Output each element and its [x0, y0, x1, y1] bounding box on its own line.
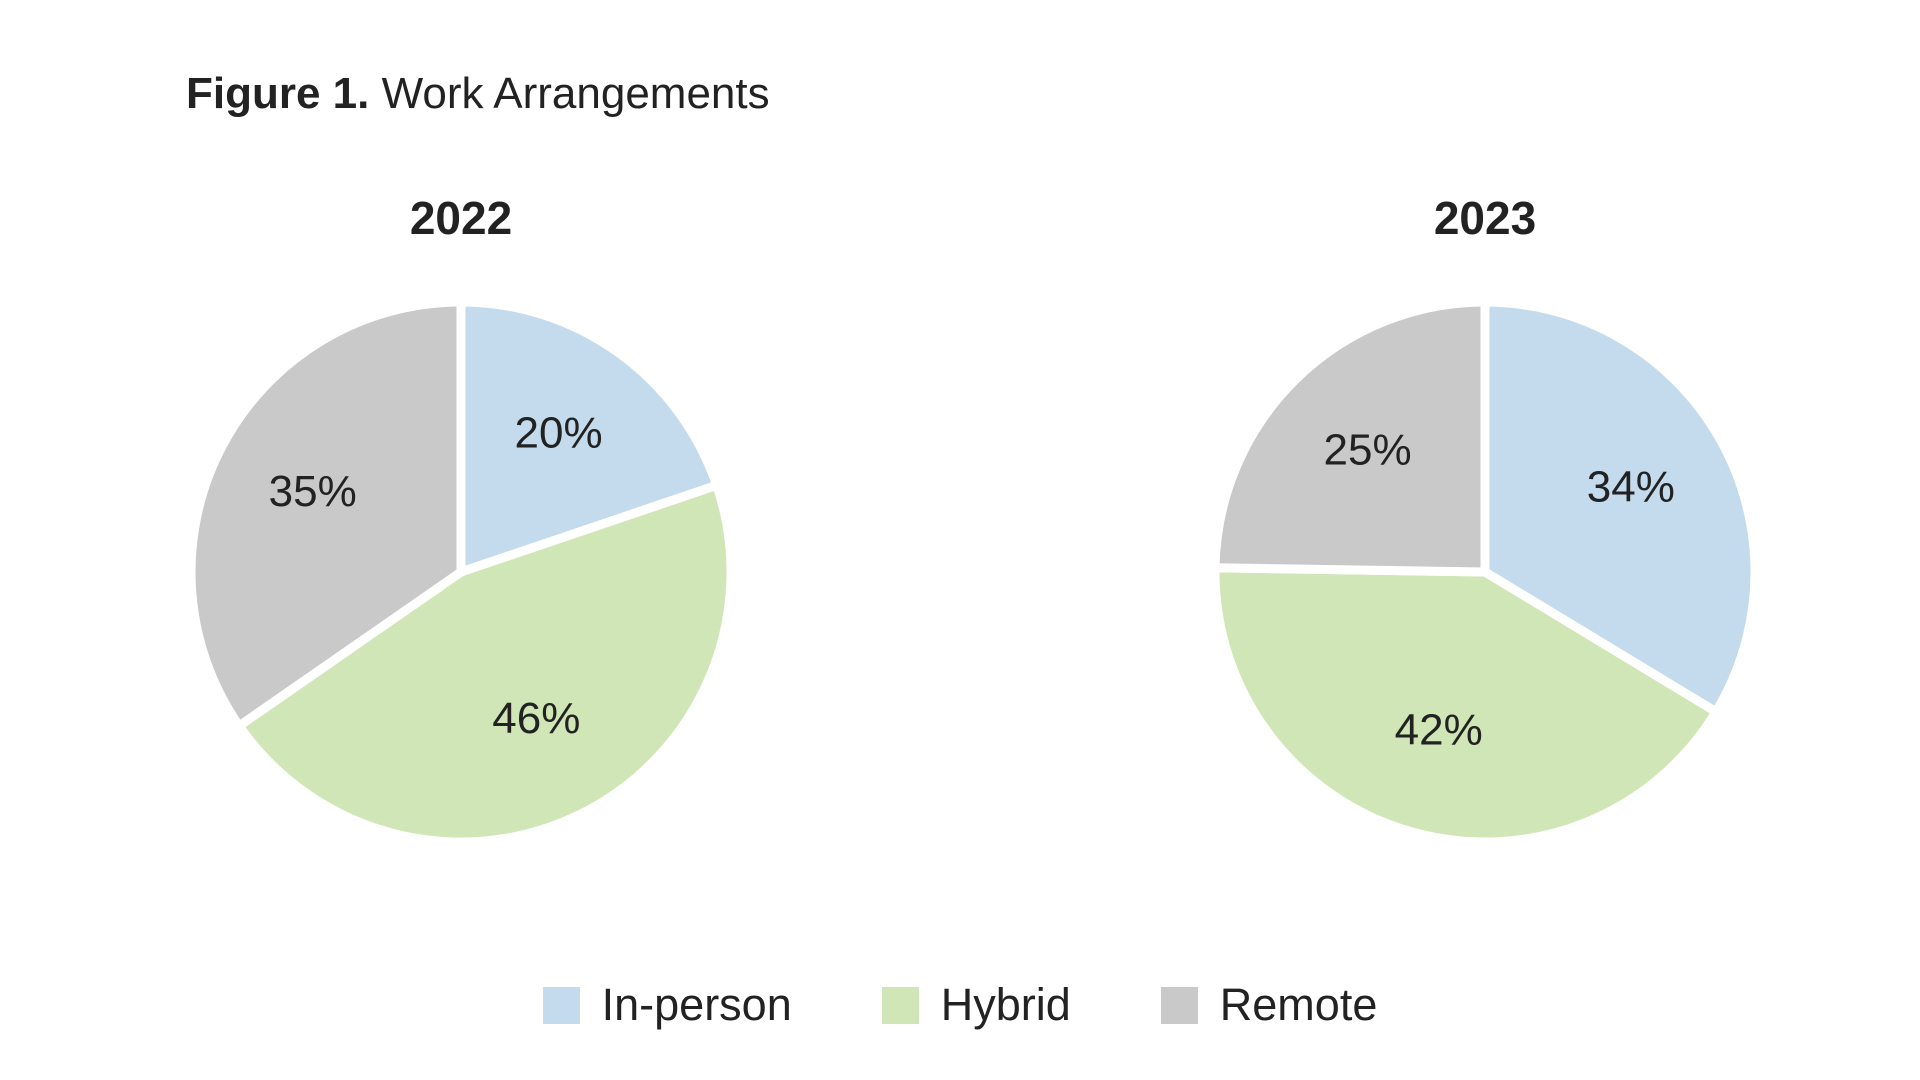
figure-label: Figure 1. — [186, 69, 370, 118]
legend-item-remote: Remote — [1160, 979, 1378, 1030]
pie-value-label-remote: 25% — [1324, 425, 1412, 474]
chart-legend: In-person Hybrid Remote — [0, 975, 1920, 1035]
legend-item-hybrid: Hybrid — [881, 979, 1071, 1030]
pie-chart-2023: 2023 34% 42% 25% — [1210, 192, 1760, 847]
legend-label-hybrid: Hybrid — [940, 979, 1071, 1030]
pie-title-2022: 2022 — [410, 192, 512, 244]
legend-swatch-hybrid — [881, 986, 919, 1024]
legend-swatch-remote — [1160, 986, 1198, 1024]
legend-label-remote: Remote — [1219, 979, 1378, 1030]
pie-chart-2022: 2022 20% 46% 35% — [186, 192, 736, 847]
pie-value-label-hybrid: 42% — [1395, 706, 1483, 755]
pie-value-label-remote: 35% — [269, 467, 357, 516]
legend-label-in-person: In-person — [601, 979, 792, 1030]
figure-title: Figure 1. Work Arrangements — [186, 66, 770, 122]
pie-title-2023: 2023 — [1434, 192, 1536, 244]
legend-item-in-person: In-person — [542, 979, 792, 1030]
pie-slice-remote — [1210, 297, 1490, 577]
legend-swatch-in-person — [542, 986, 580, 1024]
pie-value-label-in-person: 34% — [1587, 462, 1675, 511]
figure-title-text: Work Arrangements — [381, 69, 770, 118]
pie-value-label-hybrid: 46% — [492, 694, 580, 743]
pie-slice-remote — [186, 297, 466, 733]
pie-slice-hybrid — [232, 479, 736, 847]
pie-value-label-in-person: 20% — [515, 409, 603, 458]
pie-slice-hybrid — [1210, 563, 1723, 847]
